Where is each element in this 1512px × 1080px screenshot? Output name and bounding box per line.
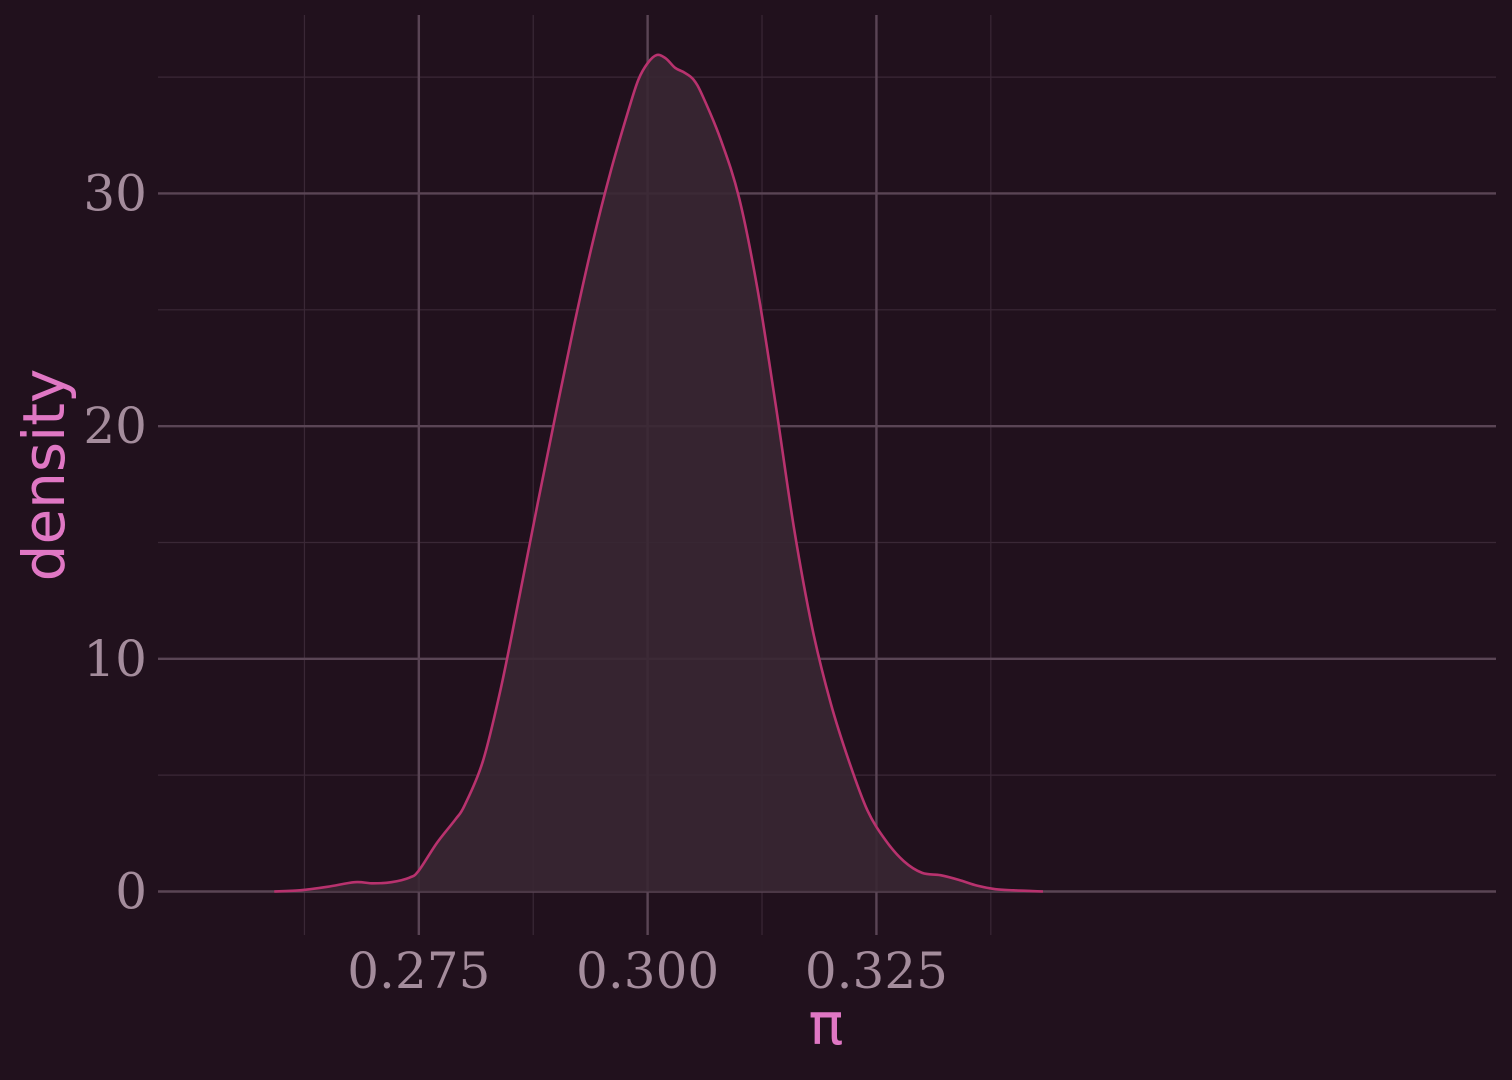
y-tick-label: 10 [83,630,147,688]
y-axis-title: density [10,369,78,582]
x-axis-tick-labels: 0.275 0.300 0.325 [347,942,948,1000]
x-tick-label: 0.275 [347,942,490,1000]
x-tick-label: 0.300 [576,942,719,1000]
y-tick-label: 0 [115,862,147,920]
x-axis-title: π [809,990,844,1058]
y-tick-label: 20 [83,397,147,455]
y-tick-label: 30 [83,164,147,222]
x-tick-label: 0.325 [805,942,948,1000]
density-curve [274,53,1044,893]
density-area [274,54,1043,892]
y-axis-tick-labels: 0 10 20 30 [83,164,147,920]
